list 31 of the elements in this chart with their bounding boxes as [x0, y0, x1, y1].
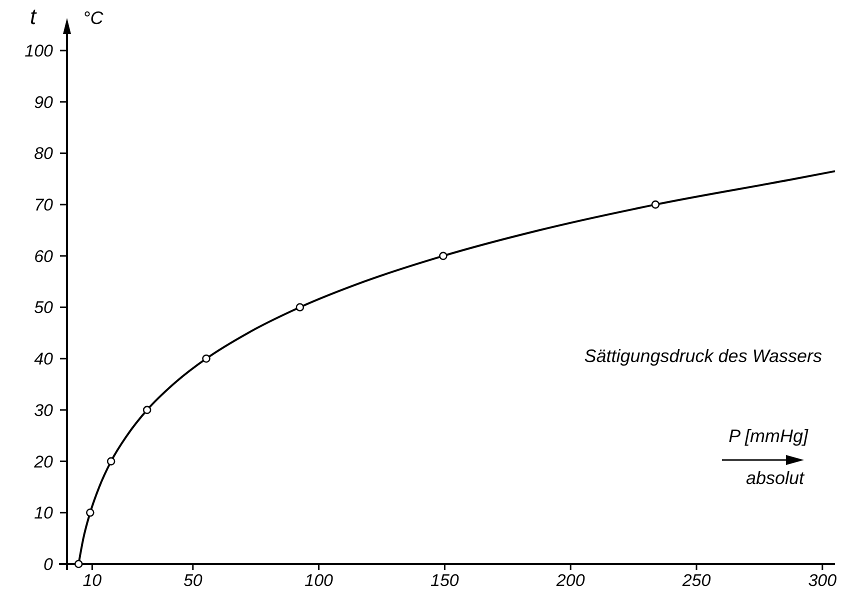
x-tick-label: 300: [808, 571, 838, 590]
y-tick-label: 0: [44, 554, 54, 574]
point: [74, 560, 83, 568]
x-tick-label: 100: [304, 571, 334, 590]
x-tick-label: 250: [681, 571, 712, 590]
y-tick-label: 40: [34, 350, 54, 369]
y-tick-label: 50: [34, 298, 54, 318]
y-tick-label: 60: [34, 246, 54, 266]
y-tick-label: 90: [34, 92, 54, 112]
point: [86, 508, 94, 517]
x-axis-title: P [mmHg]: [728, 426, 809, 446]
y-tick-label: 80: [34, 144, 54, 164]
x-tick-label: 150: [430, 571, 460, 590]
y-tick-label: 100: [24, 41, 54, 60]
y-tick-label: 10: [34, 504, 54, 523]
point: [439, 252, 448, 260]
annotation: Sättigungsdruck des Wassers: [584, 346, 822, 366]
point: [296, 303, 304, 312]
point: [142, 406, 152, 414]
point: [106, 457, 116, 466]
annotation: absolut: [746, 468, 805, 488]
point: [651, 200, 660, 209]
x-tick-label: 10: [82, 571, 102, 590]
y-tick-label: 70: [34, 196, 54, 215]
point: [202, 354, 210, 363]
text: °C: [83, 8, 104, 28]
y-tick-label: 30: [34, 400, 54, 420]
y-tick-label: 20: [33, 452, 54, 472]
x-tick-label: 200: [555, 571, 586, 590]
x-tick-label: 50: [183, 571, 203, 590]
y-axis-title: t: [30, 4, 37, 29]
